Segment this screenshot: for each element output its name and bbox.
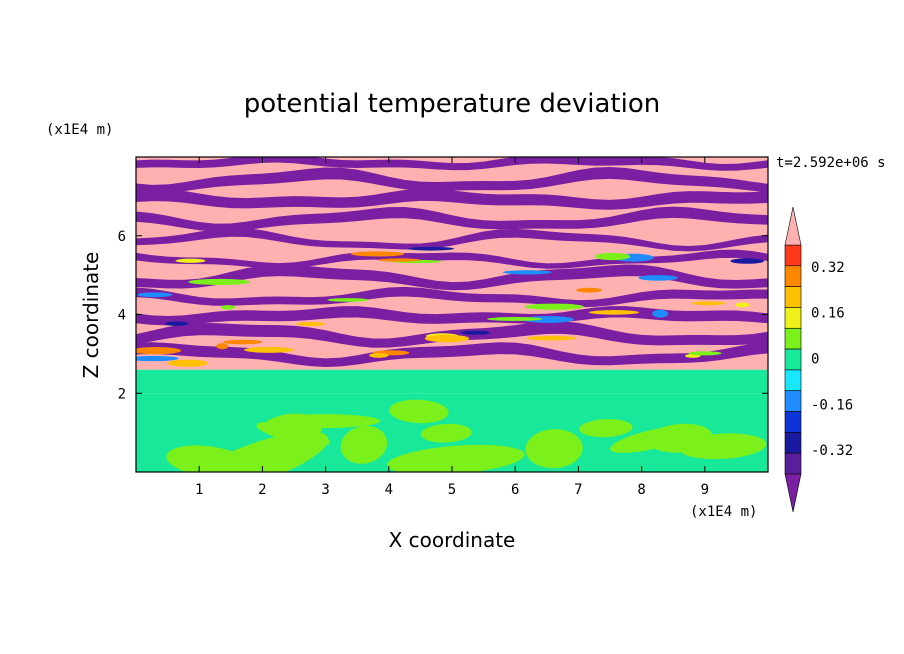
filament [222,339,263,345]
y-tick-label: 2 [118,386,126,402]
lower-patch [340,425,388,464]
x-axis-ticks: 1 2 3 4 5 6 7 8 9 [195,157,709,498]
band-negative [136,227,768,252]
colorbar-top-triangle [784,206,802,246]
filament [378,258,421,262]
filament [216,343,229,350]
filament [594,252,631,261]
band-negative [136,286,768,308]
filament [652,309,669,318]
lower-patch [525,429,583,469]
lower-patch [190,431,329,472]
x-tick-label: 9 [701,482,709,498]
filament [167,359,208,367]
band-negative [136,264,768,291]
filament [460,330,491,335]
x-tick-label: 7 [574,482,582,498]
filament [691,301,726,306]
filament [407,246,455,251]
filament [350,251,405,257]
x-tick-label: 2 [258,482,266,498]
x-tick-label: 1 [195,482,203,498]
band-negative [136,188,768,210]
colorbar: 0.32 0.16 0 -0.16 -0.32 [784,206,853,513]
colorbar-box [784,265,802,287]
lower-patch [166,445,251,472]
colorbar-bottom-triangle [784,473,802,513]
filament [164,321,189,326]
band-negative [136,157,768,171]
lower-patch [610,425,696,453]
colorbar-box [784,432,802,454]
filament [175,258,206,263]
colorbar-tick-label: 0.32 [811,260,845,276]
filament [424,334,470,343]
colorbar-box [784,307,802,329]
filament [688,351,722,356]
lower-patch [256,422,330,446]
filament [327,298,369,302]
filament [576,287,603,293]
x-tick-label: 8 [637,482,645,498]
x-tick-label: 3 [321,482,329,498]
filament [638,275,678,281]
colorbar-box [784,411,802,433]
filament [735,302,750,308]
plot-area [136,157,768,472]
chart-title: potential temperature deviation [244,89,660,119]
filament [220,305,236,310]
filament [524,303,584,310]
filament [487,317,543,321]
colorbar-tick-label: -0.16 [811,397,853,413]
x-tick-label: 5 [448,482,456,498]
colorbar-tick-label: 0 [811,352,819,368]
filament [137,292,173,298]
colorbar-box [784,390,802,412]
colorbar-box [784,327,802,350]
lower-patch [420,423,472,443]
lower-patch [387,444,525,472]
colorbar-box [784,452,802,475]
filament [136,347,182,355]
filament [369,352,389,358]
filament [502,270,552,275]
filament [526,335,577,341]
colorbar-box [784,369,802,392]
colorbar-box [784,286,802,308]
y-tick-label: 4 [118,308,126,324]
lower-patch [389,399,449,424]
transition-layer [136,369,768,394]
lower-patch [678,433,767,460]
y-axis-ticks: 2 4 6 [118,229,768,402]
band-negative [136,166,768,194]
filament [136,355,179,362]
filament [188,278,251,285]
colorbar-box [784,244,802,267]
y-tick-label: 6 [118,229,126,245]
x-axis-label: X coordinate [389,528,516,552]
filament [296,322,325,326]
filament [730,258,764,264]
y-axis-label: Z coordinate [79,252,103,379]
filament [588,310,640,315]
lower-patch [579,419,633,438]
x-tick-label: 6 [511,482,519,498]
band-negative [136,206,768,232]
y-unit-label: (x1E4 m) [46,122,113,138]
colorbar-tick-label: -0.32 [811,443,853,459]
filament [244,346,294,353]
x-tick-label: 4 [385,482,393,498]
time-label: t=2.592e+06 s [776,155,886,171]
x-unit-label: (x1E4 m) [690,504,757,520]
band-negative [136,341,768,367]
colorbar-box [784,348,802,371]
band-negative [136,249,768,269]
colorbar-tick-label: 0.16 [811,306,845,322]
